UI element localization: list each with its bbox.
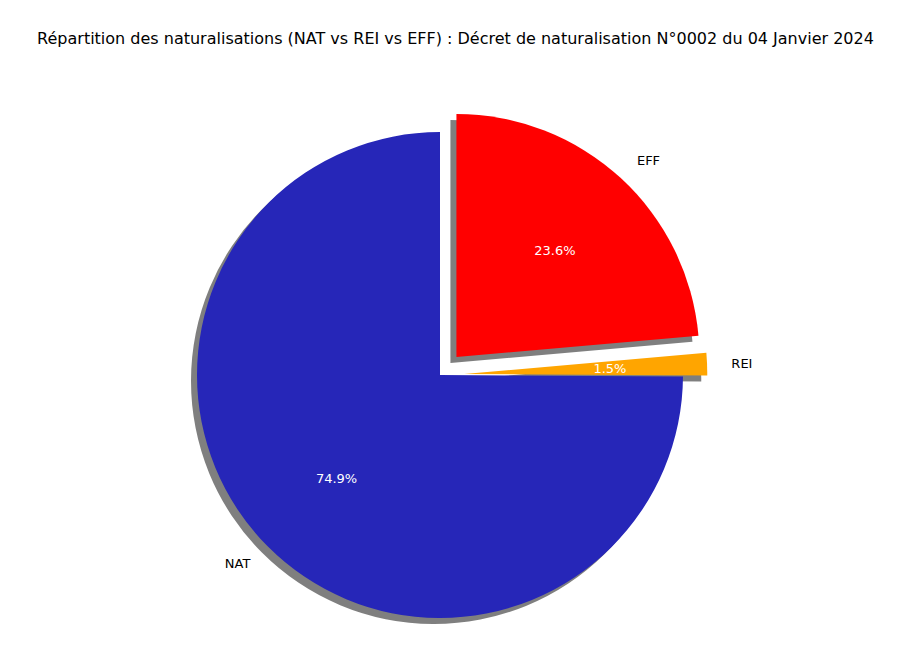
- slice-label: NAT: [225, 556, 251, 571]
- slice: [456, 114, 698, 357]
- chart: Répartition des naturalisations (NAT vs …: [0, 0, 911, 649]
- slice: [464, 353, 707, 376]
- data-label: 74.9%: [316, 471, 357, 486]
- title: Répartition des naturalisations (NAT vs …: [37, 29, 874, 48]
- data-label: 1.5%: [593, 361, 626, 376]
- data-label: 23.6%: [534, 243, 575, 258]
- slice-label: EFF: [637, 153, 660, 168]
- slices: [197, 114, 707, 618]
- slice-label: REI: [731, 356, 752, 371]
